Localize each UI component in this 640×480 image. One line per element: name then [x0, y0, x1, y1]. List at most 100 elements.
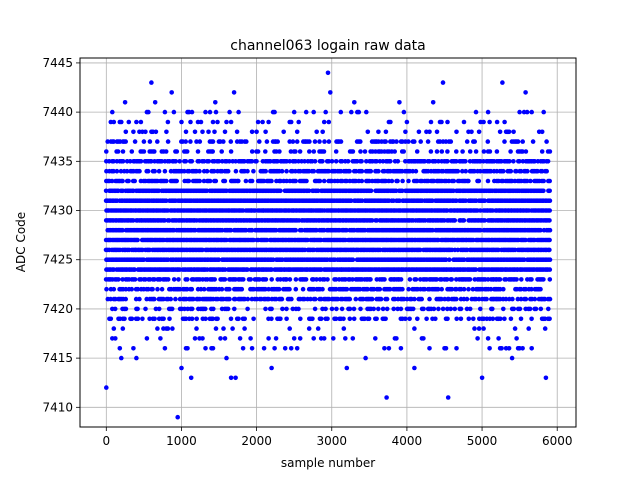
- data-point: [517, 159, 522, 164]
- data-point: [298, 316, 303, 322]
- data-point: [317, 178, 323, 184]
- data-point: [365, 129, 371, 135]
- data-point: [419, 296, 425, 302]
- data-point: [481, 326, 486, 331]
- data-point: [184, 149, 190, 154]
- data-point: [359, 178, 365, 184]
- x-tick-label: 3000: [316, 434, 347, 448]
- data-point: [515, 296, 521, 302]
- data-point: [203, 346, 208, 351]
- data-point: [294, 139, 300, 144]
- data-point: [433, 316, 438, 322]
- data-point: [123, 296, 128, 302]
- data-point: [339, 159, 345, 164]
- data-point: [302, 296, 307, 302]
- data-point: [321, 178, 327, 184]
- data-point: [353, 296, 359, 302]
- y-tick-label: 7440: [42, 105, 73, 119]
- data-point: [376, 306, 381, 312]
- data-point: [137, 168, 142, 174]
- data-point: [264, 139, 270, 144]
- data-point: [406, 139, 411, 144]
- data-point: [169, 306, 175, 312]
- data-point: [278, 277, 283, 282]
- data-point: [210, 346, 216, 351]
- data-point: [485, 178, 491, 184]
- data-point: [103, 188, 109, 194]
- data-point: [173, 159, 178, 164]
- data-point: [452, 306, 458, 312]
- data-point: [401, 109, 407, 115]
- data-point: [239, 286, 245, 292]
- data-point: [177, 286, 183, 292]
- data-point: [197, 168, 202, 174]
- data-point: [366, 316, 372, 322]
- data-point: [528, 178, 533, 184]
- data-point: [114, 168, 120, 174]
- data-point: [322, 139, 327, 144]
- data-point: [263, 129, 268, 135]
- data-point: [251, 316, 256, 322]
- data-point: [155, 139, 160, 144]
- data-point: [197, 139, 203, 144]
- data-point: [529, 346, 534, 351]
- data-point: [502, 119, 507, 125]
- data-point: [288, 346, 294, 351]
- data-point: [448, 306, 454, 312]
- data-point: [520, 346, 525, 351]
- data-point: [498, 316, 503, 322]
- data-point: [224, 237, 229, 243]
- data-point: [430, 100, 436, 105]
- data-point: [120, 227, 125, 233]
- data-point: [149, 80, 154, 85]
- data-point: [210, 119, 216, 125]
- data-point: [547, 188, 552, 194]
- data-point: [350, 149, 356, 154]
- data-point: [266, 286, 271, 292]
- y-tick-label: 7445: [42, 56, 73, 70]
- data-point: [249, 346, 255, 351]
- data-point: [449, 277, 455, 282]
- data-point: [200, 336, 205, 341]
- data-point: [412, 365, 417, 371]
- data-point: [272, 109, 277, 115]
- data-point: [400, 178, 405, 184]
- data-point: [434, 129, 440, 135]
- data-point: [302, 159, 307, 164]
- y-tick-label: 7420: [42, 302, 73, 316]
- data-point: [124, 168, 130, 174]
- data-point: [328, 90, 333, 95]
- data-point: [313, 296, 318, 302]
- data-point: [547, 218, 552, 223]
- data-point: [153, 129, 159, 135]
- y-axis-ticks: 7410 7415 7420 7425 7430 7435 7440 7445: [42, 56, 80, 414]
- data-point: [243, 178, 249, 184]
- data-point: [165, 277, 171, 282]
- data-point: [424, 316, 429, 322]
- data-point: [112, 306, 118, 312]
- y-tick-label: 7425: [42, 253, 73, 267]
- data-point: [428, 149, 434, 154]
- data-point: [261, 346, 267, 351]
- data-point: [382, 277, 387, 282]
- data-point: [538, 286, 543, 292]
- data-point: [281, 129, 287, 135]
- data-point: [532, 296, 538, 302]
- data-point: [339, 306, 345, 312]
- data-point: [156, 168, 162, 174]
- y-tick-label: 7430: [42, 204, 73, 218]
- data-point: [284, 277, 289, 282]
- data-point: [473, 109, 479, 115]
- data-point: [407, 316, 412, 322]
- y-axis-label: ADC Code: [14, 212, 28, 272]
- data-point: [451, 178, 457, 184]
- data-point: [422, 159, 428, 164]
- data-point: [269, 365, 274, 371]
- data-point: [344, 227, 349, 233]
- data-point: [388, 119, 393, 125]
- data-point: [284, 168, 289, 174]
- data-point: [325, 277, 330, 282]
- data-point: [111, 159, 116, 164]
- data-point: [118, 168, 124, 174]
